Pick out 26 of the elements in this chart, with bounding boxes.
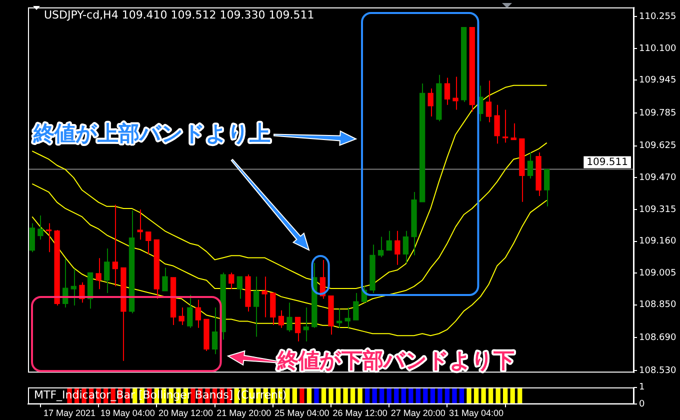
annotation: 終値が下部バンドより下: [276, 348, 514, 372]
y-tick-label: 109.625: [639, 141, 676, 152]
chart-title: USDJPY-cd,H4 109.410 109.512 109.330 109.511: [44, 8, 314, 22]
y-tick-label: 0: [639, 400, 645, 410]
y-tick-label: 109.160: [639, 236, 676, 247]
y-tick-label: 108.850: [639, 300, 676, 310]
annotation: 終値が上部バンドより上: [32, 121, 270, 146]
y-tick-label: 109.785: [639, 108, 676, 118]
y-tick-label: 1: [639, 382, 645, 393]
x-tick-label: 19 May 04:00: [100, 408, 155, 418]
x-tick-label: 25 May 04:00: [274, 408, 330, 418]
y-tick-label: 109.315: [639, 204, 676, 215]
x-tick-label: 17 May 2021: [43, 408, 96, 418]
y-tick-label: 109.005: [639, 268, 676, 278]
x-tick-label: 26 May 12:00: [332, 408, 388, 418]
y-tick-label: 108.530: [639, 366, 676, 376]
ref-line-label: 109.511: [586, 156, 628, 168]
y-tick-label: 109.945: [639, 76, 676, 86]
y-tick-label: 110.255: [639, 12, 676, 22]
x-tick-label: 27 May 20:00: [390, 408, 446, 418]
y-tick-label: 109.470: [639, 173, 676, 184]
x-tick-label: 21 May 20:00: [216, 408, 272, 418]
y-tick-label: 108.690: [639, 333, 676, 344]
x-tick-label: 31 May 04:00: [449, 408, 504, 418]
y-tick-label: 110.100: [639, 44, 676, 54]
x-tick-label: 20 May 12:00: [158, 408, 213, 418]
